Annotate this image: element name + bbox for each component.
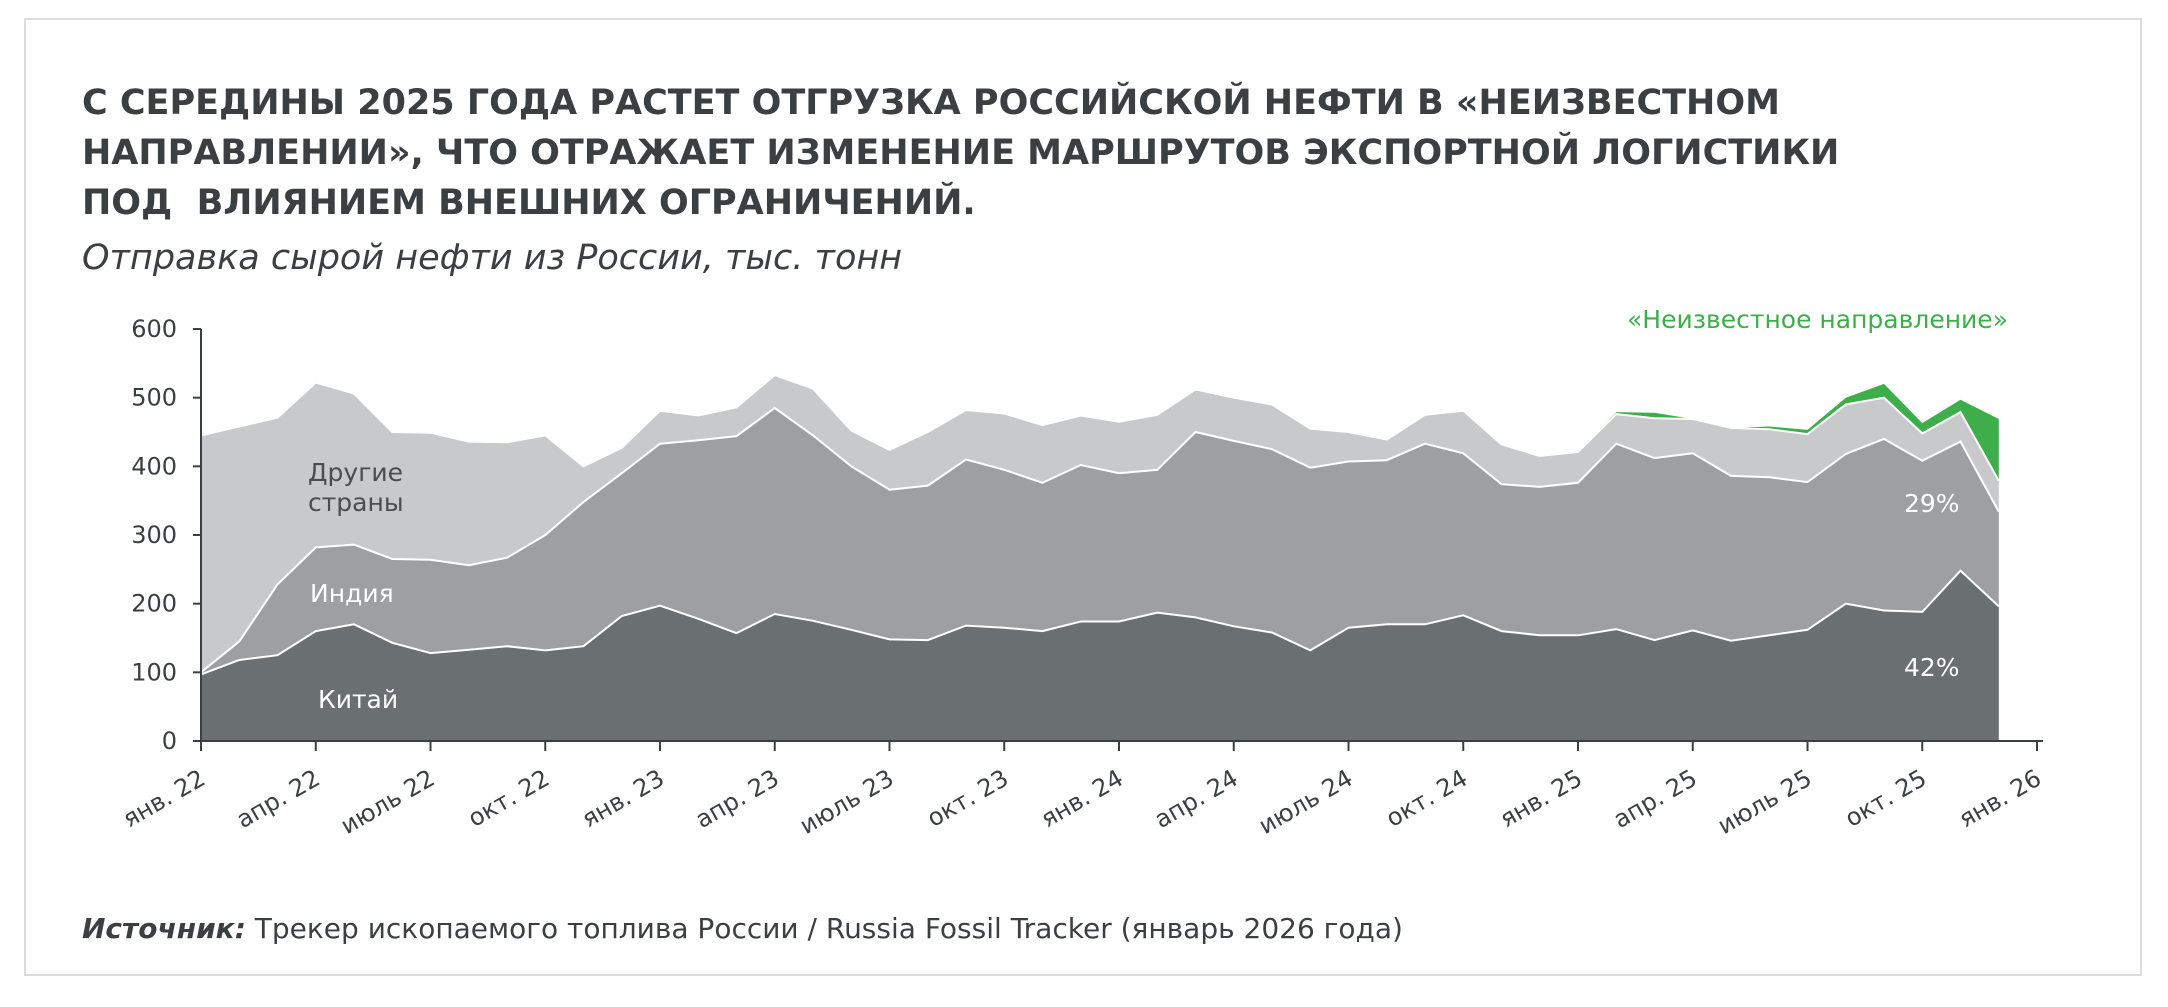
- y-tick-label: 200: [131, 590, 177, 618]
- separator-line-other: [200, 373, 2000, 482]
- x-tick-label: июль 25: [1713, 764, 1817, 840]
- y-tick-label: 0: [162, 727, 177, 755]
- x-tick-label: июль 22: [336, 764, 440, 840]
- y-tick-label: 300: [131, 521, 177, 549]
- series-label-other-line-1: Другие: [308, 458, 403, 487]
- x-tick-label: янв. 23: [577, 764, 669, 833]
- area-china: [201, 570, 1999, 741]
- x-tick-label: янв. 22: [118, 764, 210, 833]
- chart-areas: [200, 373, 2000, 741]
- x-tick-label: апр. 22: [232, 764, 325, 834]
- y-tick-label: 400: [131, 452, 177, 480]
- series-label-india: Индия: [310, 579, 394, 608]
- x-tick-label: окт. 23: [922, 764, 1013, 833]
- x-tick-label: окт. 24: [1381, 764, 1472, 833]
- y-tick-label: 600: [131, 315, 177, 343]
- chart-frame: [24, 18, 2142, 976]
- area-other: [201, 375, 1999, 673]
- separator-line-india: [200, 406, 2000, 674]
- annotation-china-share: 42%: [1904, 653, 1960, 682]
- x-tick-label: окт. 25: [1840, 764, 1931, 833]
- y-tick-label: 100: [131, 658, 177, 686]
- separator-line-china: [200, 569, 2000, 676]
- title-line-3: ПОД ВЛИЯНИЕМ ВНЕШНИХ ОГРАНИЧЕНИЙ.: [82, 183, 976, 223]
- x-tick-label: апр. 23: [691, 764, 784, 834]
- x-tick-label: янв. 25: [1495, 764, 1587, 833]
- series-label-unknown: «Неизвестное направление»: [1627, 305, 2008, 334]
- x-tick-label: апр. 25: [1609, 764, 1702, 834]
- stacked-area-chart: 0 100 200 300 400 500 600 янв. 22 апр. 22 июль 22…: [118, 305, 2046, 840]
- x-tick-label: янв. 26: [1954, 764, 2046, 833]
- title-line-2: НАПРАВЛЕНИИ», ЧТО ОТРАЖАЕТ ИЗМЕНЕНИЕ МАР…: [82, 133, 1840, 173]
- x-tick-label: июль 24: [1254, 764, 1358, 840]
- source-note: Источник: Трекер ископаемого топлива Рос…: [82, 912, 1403, 945]
- series-label-china: Китай: [318, 685, 398, 714]
- chart-series-labels: Другие страны Индия Китай «Неизвестное н…: [308, 305, 2008, 714]
- title-line-1: С СЕРЕДИНЫ 2025 ГОДА РАСТЕТ ОТГРУЗКА РОС…: [82, 83, 1780, 123]
- series-label-other-line-2: страны: [308, 488, 404, 517]
- page-title: С СЕРЕДИНЫ 2025 ГОДА РАСТЕТ ОТГРУЗКА РОС…: [82, 78, 1982, 228]
- chart-subtitle: Отправка сырой нефти из России, тыс. тон…: [82, 238, 903, 278]
- x-tick-label: апр. 24: [1150, 764, 1243, 834]
- x-tick-label: янв. 24: [1036, 764, 1128, 833]
- annotation-india-share: 29%: [1904, 489, 1960, 518]
- y-tick-label: 500: [131, 384, 177, 412]
- source-text: Трекер ископаемого топлива России / Russ…: [245, 912, 1403, 945]
- source-label: Источник:: [82, 912, 246, 945]
- x-tick-label: июль 23: [795, 764, 899, 840]
- x-tick-label: окт. 22: [463, 764, 554, 833]
